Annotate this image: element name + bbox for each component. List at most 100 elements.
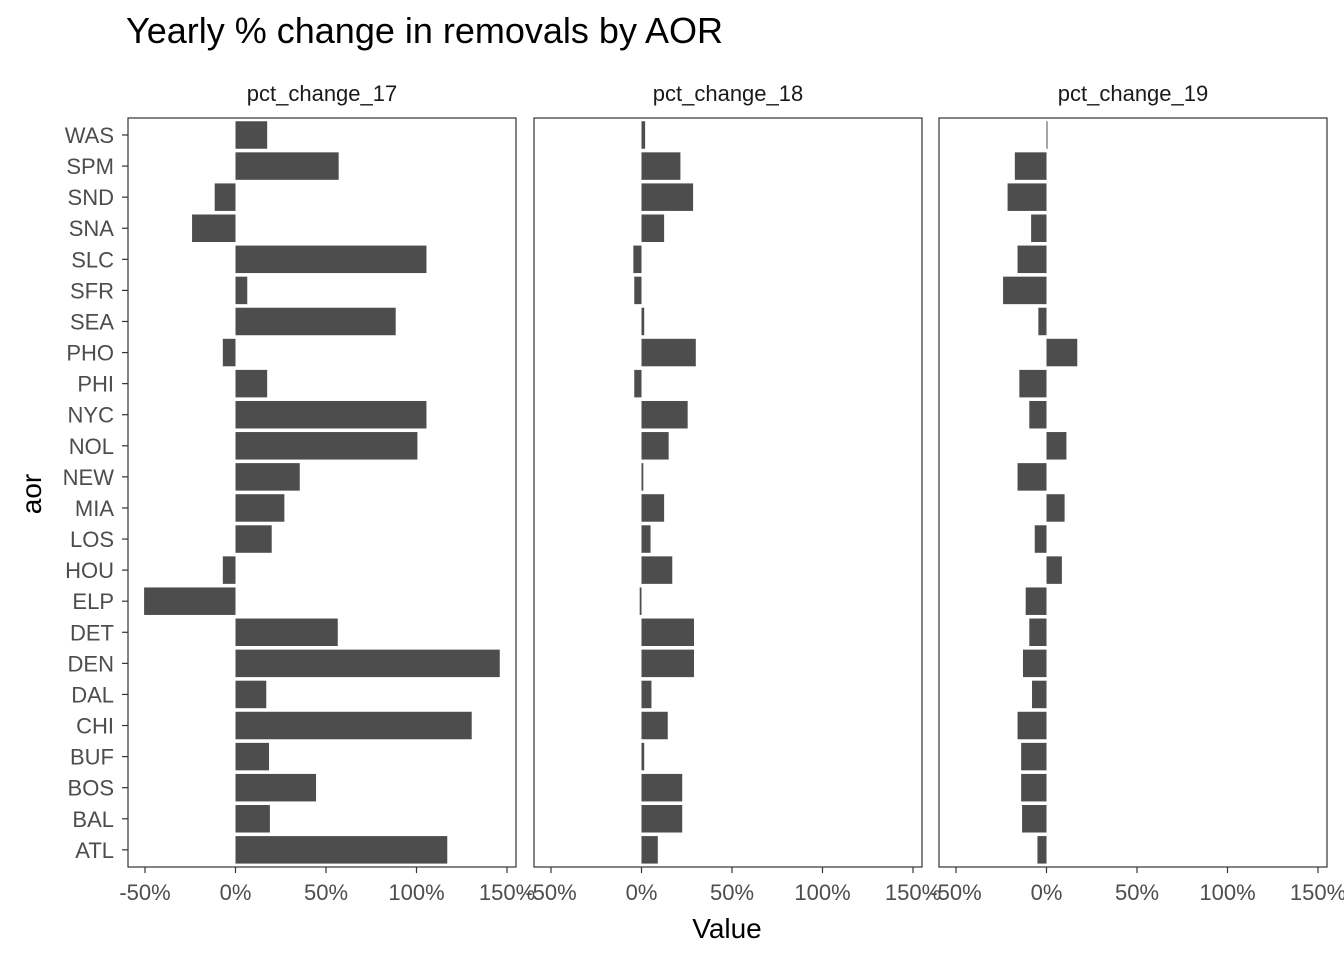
facet-panels: pct_change_17 -50% 0% 50% 100% 150% pct_change…	[119, 81, 1344, 905]
y-tick-label-SNA: SNA	[69, 216, 115, 241]
bar-pct_change_18-ELP	[639, 587, 642, 615]
bar-pct_change_18-CHI	[641, 711, 668, 740]
x-tick-label: -50%	[525, 880, 576, 905]
bar-pct_change_18-DAL	[641, 680, 652, 709]
bar-pct_change_19-BOS	[1021, 773, 1047, 802]
bar-pct_change_17-SFR	[235, 276, 248, 305]
bar-pct_change_19-BUF	[1021, 742, 1047, 771]
y-tick-label-LOS: LOS	[70, 527, 114, 552]
bar-pct_change_17-BUF	[235, 742, 269, 771]
bar-pct_change_17-SND	[214, 183, 236, 211]
y-tick-label-BAL: BAL	[72, 807, 114, 832]
y-tick-label-NEW: NEW	[63, 465, 115, 490]
bar-pct_change_18-DEN	[641, 649, 694, 678]
bar-pct_change_18-NEW	[641, 463, 644, 491]
bar-pct_change_17-NOL	[235, 432, 418, 460]
bar-pct_change_18-HOU	[641, 556, 673, 584]
bar-pct_change_19-MIA	[1046, 494, 1065, 522]
y-tick-label-SFR: SFR	[70, 278, 114, 303]
y-axis-title: aor	[16, 474, 47, 514]
y-tick-label-SEA: SEA	[70, 309, 114, 334]
bar-pct_change_19-SLC	[1017, 245, 1047, 274]
bar-pct_change_17-SLC	[235, 245, 427, 274]
y-tick-label-NOL: NOL	[69, 434, 114, 459]
y-axis: WAS SPM SND SNA SLC SFR SEA PHO PHI NYC NOL NEW MIA L…	[63, 123, 128, 863]
y-tick-label-PHI: PHI	[77, 372, 114, 397]
bar-pct_change_19-PHI	[1019, 369, 1047, 398]
facet-panel-pct_change_19: pct_change_19 -50% 0% 50% 100% 150%	[930, 81, 1344, 905]
bar-pct_change_19-DEN	[1022, 649, 1047, 678]
facet-strip-label: pct_change_19	[1058, 81, 1208, 106]
bar-pct_change_18-NOL	[641, 432, 669, 460]
bar-pct_change_17-SNA	[192, 214, 236, 242]
x-tick-label: 150%	[1290, 880, 1344, 905]
y-tick-label-SPM: SPM	[66, 154, 114, 179]
bar-pct_change_18-DET	[641, 618, 694, 647]
bar-pct_change_18-ATL	[641, 836, 658, 864]
bar-pct_change_17-CHI	[235, 711, 472, 740]
bar-pct_change_18-WAS	[641, 121, 646, 149]
y-tick-label-CHI: CHI	[76, 714, 114, 739]
bar-pct_change_17-NYC	[235, 400, 427, 429]
x-tick-label: 150%	[479, 880, 535, 905]
bar-pct_change_19-NYC	[1029, 400, 1047, 429]
x-tick-label: 0%	[220, 880, 252, 905]
bar-pct_change_17-SEA	[235, 307, 396, 336]
bar-pct_change_19-SND	[1007, 183, 1047, 211]
bar-pct_change_17-ATL	[235, 836, 448, 864]
bar-pct_change_17-MIA	[235, 494, 285, 522]
bar-pct_change_18-SEA	[641, 307, 645, 336]
chart-title: Yearly % change in removals by AOR	[126, 10, 723, 51]
bar-pct_change_17-DET	[235, 618, 338, 647]
facet-panel-pct_change_17: pct_change_17 -50% 0% 50% 100% 150%	[119, 81, 535, 905]
bar-pct_change_17-DAL	[235, 680, 267, 709]
y-tick-label-BUF: BUF	[70, 745, 114, 770]
y-tick-label-ELP: ELP	[72, 589, 114, 614]
bar-pct_change_17-LOS	[235, 525, 272, 553]
bar-pct_change_18-SFR	[634, 276, 642, 305]
bar-pct_change_18-LOS	[641, 525, 651, 553]
bar-pct_change_17-DEN	[235, 649, 500, 678]
y-tick-label-HOU: HOU	[65, 558, 114, 583]
bar-pct_change_19-DET	[1029, 618, 1047, 647]
bar-pct_change_18-BUF	[641, 742, 645, 771]
bar-pct_change_19-PHO	[1046, 338, 1078, 367]
bar-pct_change_19-NEW	[1017, 463, 1047, 491]
x-tick-label: 100%	[388, 880, 444, 905]
bar-pct_change_18-SNA	[641, 214, 665, 242]
bar-pct_change_17-PHO	[222, 338, 236, 367]
y-tick-label-SLC: SLC	[71, 247, 114, 272]
bar-pct_change_17-BOS	[235, 773, 317, 802]
bar-pct_change_19-ATL	[1037, 836, 1047, 864]
x-tick-label: 50%	[304, 880, 348, 905]
x-tick-label: 100%	[794, 880, 850, 905]
bar-pct_change_19-NOL	[1046, 432, 1067, 460]
facet-strip-label: pct_change_17	[247, 81, 397, 106]
panel-border	[938, 117, 1328, 868]
bar-pct_change_19-LOS	[1034, 525, 1047, 553]
bar-pct_change_18-SPM	[641, 152, 681, 180]
bar-pct_change_17-SPM	[235, 152, 339, 180]
bar-pct_change_19-SFR	[1003, 276, 1047, 305]
bar-pct_change_18-SND	[641, 183, 694, 211]
y-tick-label-WAS: WAS	[65, 123, 114, 148]
bar-pct_change_17-HOU	[222, 556, 236, 584]
y-tick-label-DET: DET	[70, 620, 114, 645]
y-tick-label-DEN: DEN	[68, 651, 114, 676]
bar-pct_change_18-PHI	[634, 369, 642, 398]
x-tick-label: 0%	[1031, 880, 1063, 905]
bar-pct_change_18-MIA	[641, 494, 665, 522]
bar-pct_change_18-BOS	[641, 773, 683, 802]
bar-pct_change_19-SPM	[1014, 152, 1047, 180]
bar-pct_change_18-PHO	[641, 338, 696, 367]
bar-pct_change_19-SEA	[1038, 307, 1047, 336]
bar-pct_change_19-HOU	[1046, 556, 1062, 584]
x-axis-title: Value	[692, 913, 762, 944]
facet-strip-label: pct_change_18	[653, 81, 803, 106]
bar-pct_change_17-ELP	[144, 587, 236, 615]
facet-panel-pct_change_18: pct_change_18 -50% 0% 50% 100% 150%	[525, 81, 941, 905]
bar-pct_change_19-WAS	[1046, 121, 1048, 149]
x-tick-label: 50%	[710, 880, 754, 905]
y-tick-label-ATL: ATL	[75, 838, 114, 863]
